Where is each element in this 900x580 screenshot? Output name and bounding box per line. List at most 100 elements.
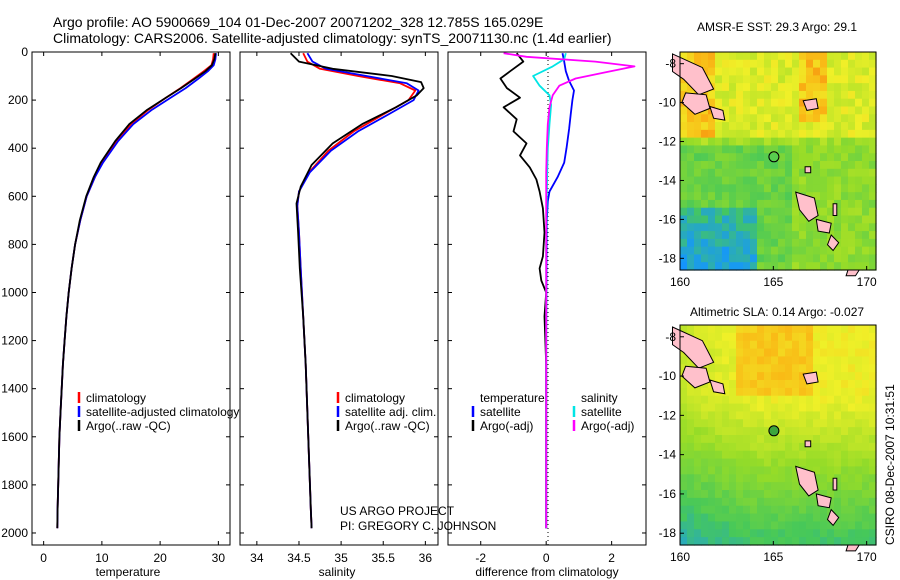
sst-map-cell bbox=[729, 199, 737, 209]
sst-map-cell bbox=[841, 67, 849, 76]
sst-map-cell bbox=[764, 246, 772, 256]
sla-map-cell bbox=[820, 356, 828, 365]
sst-map-cell bbox=[680, 52, 688, 61]
sst-map-cell bbox=[778, 231, 786, 240]
sla-map-cell bbox=[785, 474, 793, 483]
sla-map-cell bbox=[680, 325, 688, 334]
sla-map-cell bbox=[813, 364, 821, 373]
sla-map-cell bbox=[694, 490, 702, 499]
sla-map-cell bbox=[743, 340, 751, 350]
sst-map-cell bbox=[764, 90, 772, 100]
sla-map-cell bbox=[841, 395, 849, 405]
sla-map-cell bbox=[827, 387, 835, 397]
sla-map-cell bbox=[750, 458, 758, 468]
sst-map-cell bbox=[813, 106, 821, 115]
sst-map-cell bbox=[820, 207, 828, 217]
sst-map-cell bbox=[855, 231, 863, 240]
sla-map-cell bbox=[855, 411, 863, 420]
sst-map-cell bbox=[750, 254, 758, 263]
salinity-legend-climatology: climatology bbox=[345, 391, 405, 405]
sst-map-cell bbox=[834, 59, 842, 69]
sla-map-cell bbox=[834, 474, 842, 483]
sla-map-cell bbox=[848, 340, 856, 350]
sla-map-cell bbox=[694, 411, 702, 420]
sla-map-cell bbox=[715, 474, 723, 483]
sst-map-cell bbox=[806, 238, 814, 248]
sst-map-cell bbox=[862, 153, 870, 162]
sla-map-cell bbox=[862, 537, 870, 546]
sst-map-cell bbox=[722, 184, 730, 193]
sst-map-cell bbox=[869, 98, 877, 108]
sla-map-cell bbox=[715, 364, 723, 373]
sla-map-cell bbox=[827, 490, 835, 499]
sla-map-cell bbox=[736, 356, 744, 365]
sla-map-cell bbox=[715, 490, 723, 499]
sst-map-cell bbox=[869, 145, 877, 154]
sla-map-cell bbox=[785, 521, 793, 530]
sla-map-cell bbox=[743, 537, 751, 546]
sla-map-cell bbox=[834, 403, 842, 413]
sst-map-cell bbox=[827, 52, 835, 61]
sst-map-cell bbox=[841, 199, 849, 209]
sst-map-cell bbox=[820, 114, 828, 123]
sla-map-cell bbox=[771, 387, 779, 397]
sst-map-cell bbox=[680, 184, 688, 193]
sla-map-cell bbox=[750, 529, 758, 538]
sla-map-cell bbox=[680, 435, 688, 444]
sst-map-cell bbox=[729, 83, 737, 92]
sla-map-cell bbox=[694, 395, 702, 405]
sla-map-cell bbox=[869, 332, 877, 342]
sst-map-cell bbox=[694, 184, 702, 193]
sla-map-cell bbox=[820, 395, 828, 405]
sla-map-cell bbox=[820, 521, 828, 530]
sst-map-cell bbox=[813, 122, 821, 131]
sst-map-cell bbox=[701, 207, 709, 217]
sst-map-cell bbox=[813, 59, 821, 69]
sla-map-cell bbox=[862, 387, 870, 397]
sst-map-cell bbox=[708, 254, 716, 263]
sla-map-cell bbox=[729, 450, 737, 460]
sla-map-cell bbox=[785, 482, 793, 491]
sst-map-cell bbox=[715, 192, 723, 201]
sst-map-cell bbox=[834, 254, 842, 263]
sst-map-cell bbox=[820, 161, 828, 170]
sla-map-cell bbox=[757, 505, 765, 515]
sla-map-cell bbox=[855, 427, 863, 436]
sst-map-cell bbox=[715, 137, 723, 147]
sst-map-cell bbox=[680, 192, 688, 201]
sla-map-cell bbox=[736, 435, 744, 444]
sla-map-cell bbox=[820, 364, 828, 373]
sla-map-cell bbox=[736, 372, 744, 381]
sla-map-cell bbox=[736, 458, 744, 468]
sla-map-cell bbox=[687, 458, 695, 468]
sst-map-cell bbox=[855, 129, 863, 139]
sst-map-cell bbox=[694, 129, 702, 139]
sst-map-float-marker bbox=[768, 151, 780, 163]
sla-map-cell bbox=[813, 537, 821, 546]
sla-map-cell bbox=[750, 450, 758, 460]
sla-map-cell bbox=[722, 380, 730, 389]
sla-map-cell bbox=[778, 380, 786, 389]
sst-map-cell bbox=[708, 161, 716, 170]
sst-map-cell bbox=[750, 246, 758, 256]
sst-map-cell bbox=[862, 106, 870, 115]
sst-map-cell bbox=[869, 168, 877, 178]
sla-map-cell bbox=[799, 458, 807, 468]
sla-map-cell bbox=[750, 427, 758, 436]
sst-map-cell bbox=[764, 106, 772, 115]
sst-map-cell bbox=[729, 238, 737, 248]
sla-map-cell bbox=[757, 372, 765, 381]
sst-map-cell bbox=[764, 176, 772, 185]
sla-map-cell bbox=[722, 497, 730, 507]
sst-map-cell bbox=[848, 106, 856, 115]
sst-map-cell bbox=[771, 52, 779, 61]
sst-map-cell bbox=[743, 75, 751, 84]
sst-map-cell bbox=[841, 153, 849, 162]
sst-map-island bbox=[709, 105, 726, 121]
sst-map-cell bbox=[799, 153, 807, 162]
sst-map-cell bbox=[715, 153, 723, 162]
temperature-legend-climatology: climatology bbox=[86, 391, 146, 405]
sla-map-cell bbox=[841, 474, 849, 483]
sla-map-cell bbox=[764, 458, 772, 468]
sst-map-cell bbox=[743, 199, 751, 209]
